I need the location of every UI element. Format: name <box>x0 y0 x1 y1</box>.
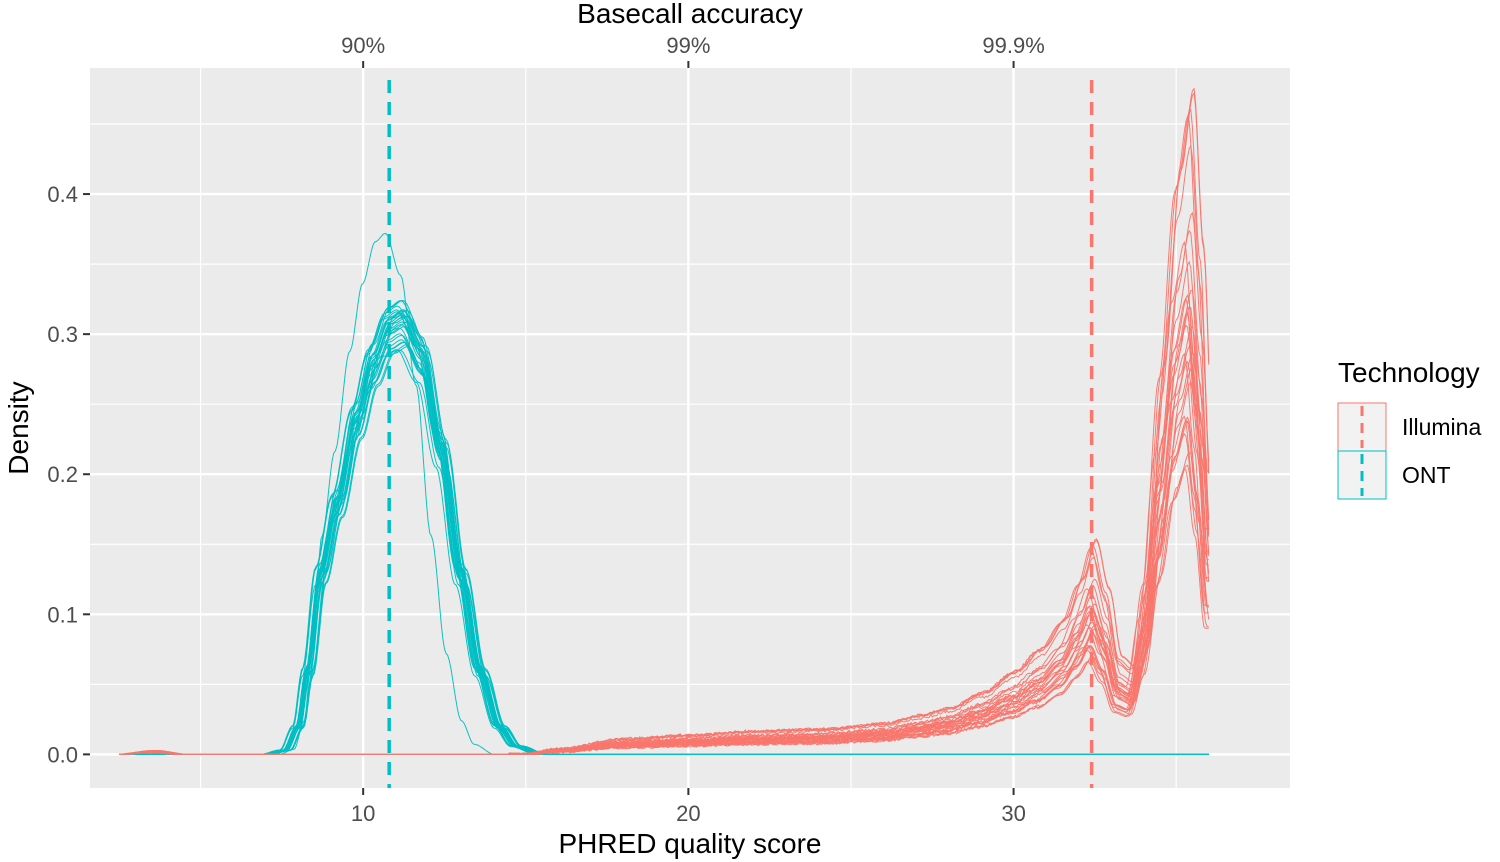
x-axis-title: PHRED quality score <box>559 828 822 859</box>
secondary-x-tick-label: 99.9% <box>982 33 1044 58</box>
illumina-density-line <box>119 289 1210 755</box>
legend-title: Technology <box>1338 357 1480 388</box>
legend-label-ont: ONT <box>1402 462 1451 488</box>
y-axis-ticks: 0.0 0.1 0.2 0.3 0.4 <box>47 182 90 767</box>
plot-panel <box>90 68 1290 788</box>
secondary-x-tick-label: 99% <box>666 33 710 58</box>
y-tick-label: 0.2 <box>47 462 78 487</box>
secondary-x-axis-ticks: 90% 99% 99.9% <box>341 33 1045 68</box>
major-gridlines <box>90 68 1290 788</box>
y-axis-title: Density <box>3 381 34 474</box>
x-axis-ticks: 10 20 30 <box>351 788 1026 826</box>
ont-density-line <box>119 232 1209 755</box>
secondary-x-axis-title: Basecall accuracy <box>577 0 803 29</box>
legend: Technology Illumina ONT <box>1337 357 1481 500</box>
y-tick-label: 0.1 <box>47 602 78 627</box>
y-tick-label: 0.4 <box>47 182 78 207</box>
y-tick-label: 0.0 <box>47 742 78 767</box>
density-curves <box>119 87 1210 756</box>
mean-reference-lines <box>387 80 1094 788</box>
secondary-x-tick-label: 90% <box>341 33 385 58</box>
legend-label-illumina: Illumina <box>1402 414 1481 440</box>
x-tick-label: 20 <box>676 801 700 826</box>
x-tick-label: 10 <box>351 801 375 826</box>
y-tick-label: 0.3 <box>47 322 78 347</box>
x-tick-label: 30 <box>1001 801 1025 826</box>
